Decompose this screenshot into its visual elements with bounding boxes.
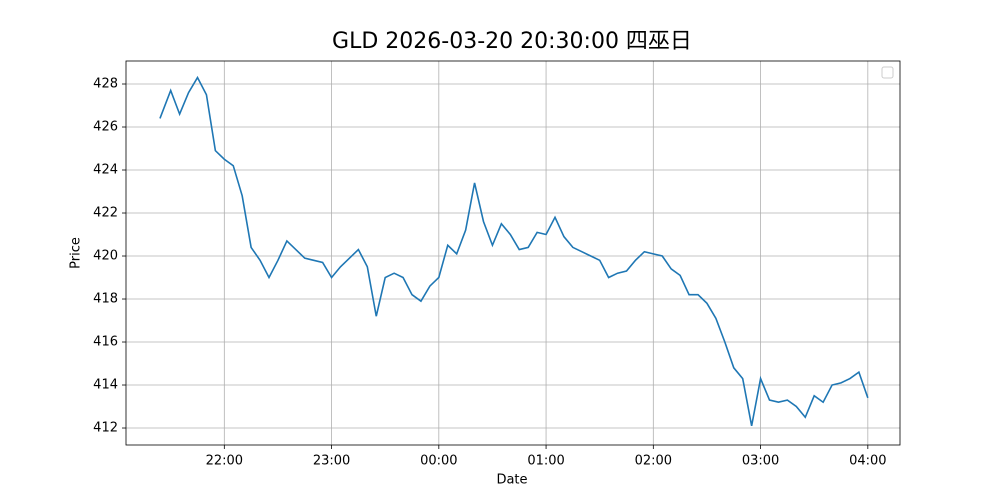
y-tick-label: 424	[93, 163, 118, 178]
y-tick-label: 426	[93, 120, 118, 135]
y-tick-label: 422	[93, 206, 118, 221]
y-tick-label: 412	[93, 421, 118, 436]
x-tick-label: 03:00	[742, 454, 779, 469]
y-tick-label: 420	[93, 249, 118, 264]
x-tick-label: 00:00	[420, 454, 457, 469]
x-tick-label: 04:00	[849, 454, 886, 469]
y-tick-label: 416	[93, 335, 118, 350]
y-tick-label: 418	[93, 292, 118, 307]
x-tick-label: 22:00	[206, 454, 243, 469]
legend-box	[881, 66, 894, 79]
y-tick-label: 414	[93, 378, 118, 393]
x-axis-label: Date	[496, 473, 527, 488]
x-tick-label: 23:00	[313, 454, 350, 469]
x-tick-label: 01:00	[527, 454, 564, 469]
y-axis-label: Price	[69, 237, 84, 269]
y-tick-label: 428	[93, 77, 118, 92]
price-line	[159, 75, 869, 427]
chart-title: GLD 2026-03-20 20:30:00 四巫日	[332, 29, 692, 54]
x-tick-label: 02:00	[635, 454, 672, 469]
axes-frame	[125, 60, 901, 446]
